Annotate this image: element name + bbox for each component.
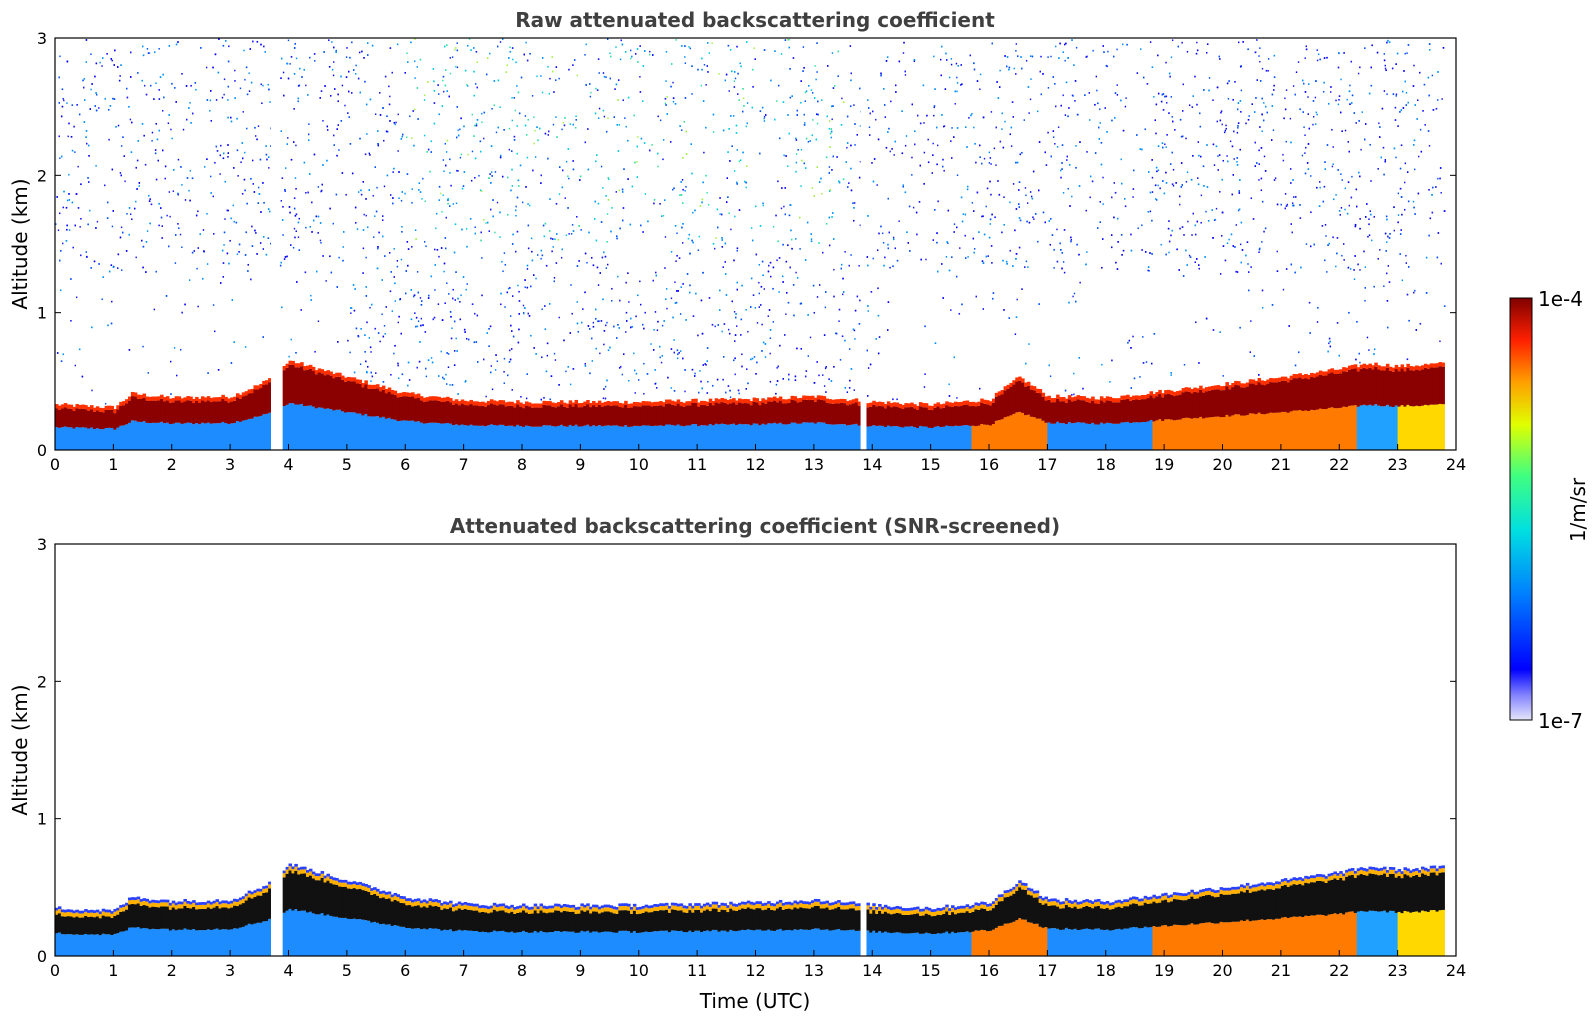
x-tick-label: 15 [920,961,940,980]
x-tick-label: 18 [1096,961,1116,980]
x-tick-label: 20 [1212,961,1232,980]
x-tick-label: 11 [687,961,707,980]
x-tick-label: 5 [342,455,352,474]
x-tick-label: 18 [1096,455,1116,474]
x-tick-label: 4 [283,961,293,980]
x-tick-label: 12 [745,455,765,474]
y-tick-label: 1 [37,810,47,829]
x-tick-label: 3 [225,961,235,980]
x-tick-label: 23 [1387,961,1407,980]
chart-title: Raw attenuated backscattering coefficien… [515,8,995,32]
x-tick-label: 19 [1154,961,1174,980]
x-tick-label: 7 [459,961,469,980]
x-tick-label: 5 [342,961,352,980]
colorbar-unit-label: 1/m/sr [1566,477,1590,542]
aerosol-noise-field [55,38,1445,405]
x-tick-label: 24 [1446,961,1466,980]
x-tick-label: 13 [804,961,824,980]
y-tick-label: 3 [37,535,47,554]
x-tick-label: 8 [517,961,527,980]
y-tick-label: 1 [37,304,47,323]
colorbar-max-label: 1e-4 [1538,287,1583,311]
x-tick-label: 20 [1212,455,1232,474]
x-tick-label: 1 [108,455,118,474]
x-tick-label: 1 [108,961,118,980]
x-tick-label: 3 [225,455,235,474]
x-tick-label: 16 [979,455,999,474]
y-tick-label: 0 [37,947,47,966]
boundary-layer-band [55,361,1445,450]
x-tick-label: 24 [1446,455,1466,474]
x-tick-label: 14 [862,455,882,474]
x-tick-label: 7 [459,455,469,474]
y-tick-label: 2 [37,672,47,691]
x-tick-label: 6 [400,961,410,980]
x-tick-label: 4 [283,455,293,474]
x-tick-label: 21 [1271,961,1291,980]
y-tick-label: 3 [37,29,47,48]
x-tick-label: 9 [575,961,585,980]
x-tick-label: 8 [517,455,527,474]
x-tick-label: 10 [629,455,649,474]
x-tick-label: 13 [804,455,824,474]
x-tick-label: 0 [50,455,60,474]
y-axis-label: Altitude (km) [8,178,32,309]
x-tick-label: 19 [1154,455,1174,474]
x-tick-label: 0 [50,961,60,980]
snr-screened-panel: Attenuated backscattering coefficient (S… [8,514,1466,1013]
colorbar-gradient [1510,298,1532,720]
boundary-layer-band [55,864,1445,956]
y-axis-label: Altitude (km) [8,684,32,815]
colorbar-min-label: 1e-7 [1538,709,1583,733]
x-tick-label: 17 [1037,961,1057,980]
x-tick-label: 6 [400,455,410,474]
raw-backscatter-panel: Raw attenuated backscattering coefficien… [8,8,1466,474]
x-tick-label: 22 [1329,455,1349,474]
x-tick-label: 12 [745,961,765,980]
x-tick-label: 17 [1037,455,1057,474]
x-tick-label: 10 [629,961,649,980]
x-axis-label: Time (UTC) [699,989,811,1013]
x-tick-label: 9 [575,455,585,474]
x-tick-label: 21 [1271,455,1291,474]
x-tick-label: 14 [862,961,882,980]
x-tick-label: 2 [167,961,177,980]
y-tick-label: 0 [37,441,47,460]
x-tick-label: 2 [167,455,177,474]
x-tick-label: 15 [920,455,940,474]
chart-title: Attenuated backscattering coefficient (S… [450,514,1060,538]
y-tick-label: 2 [37,166,47,185]
colorbar: 1e-4 1e-7 1/m/sr [1510,287,1590,733]
x-tick-label: 23 [1387,455,1407,474]
x-tick-label: 16 [979,961,999,980]
x-tick-label: 22 [1329,961,1349,980]
x-tick-label: 11 [687,455,707,474]
